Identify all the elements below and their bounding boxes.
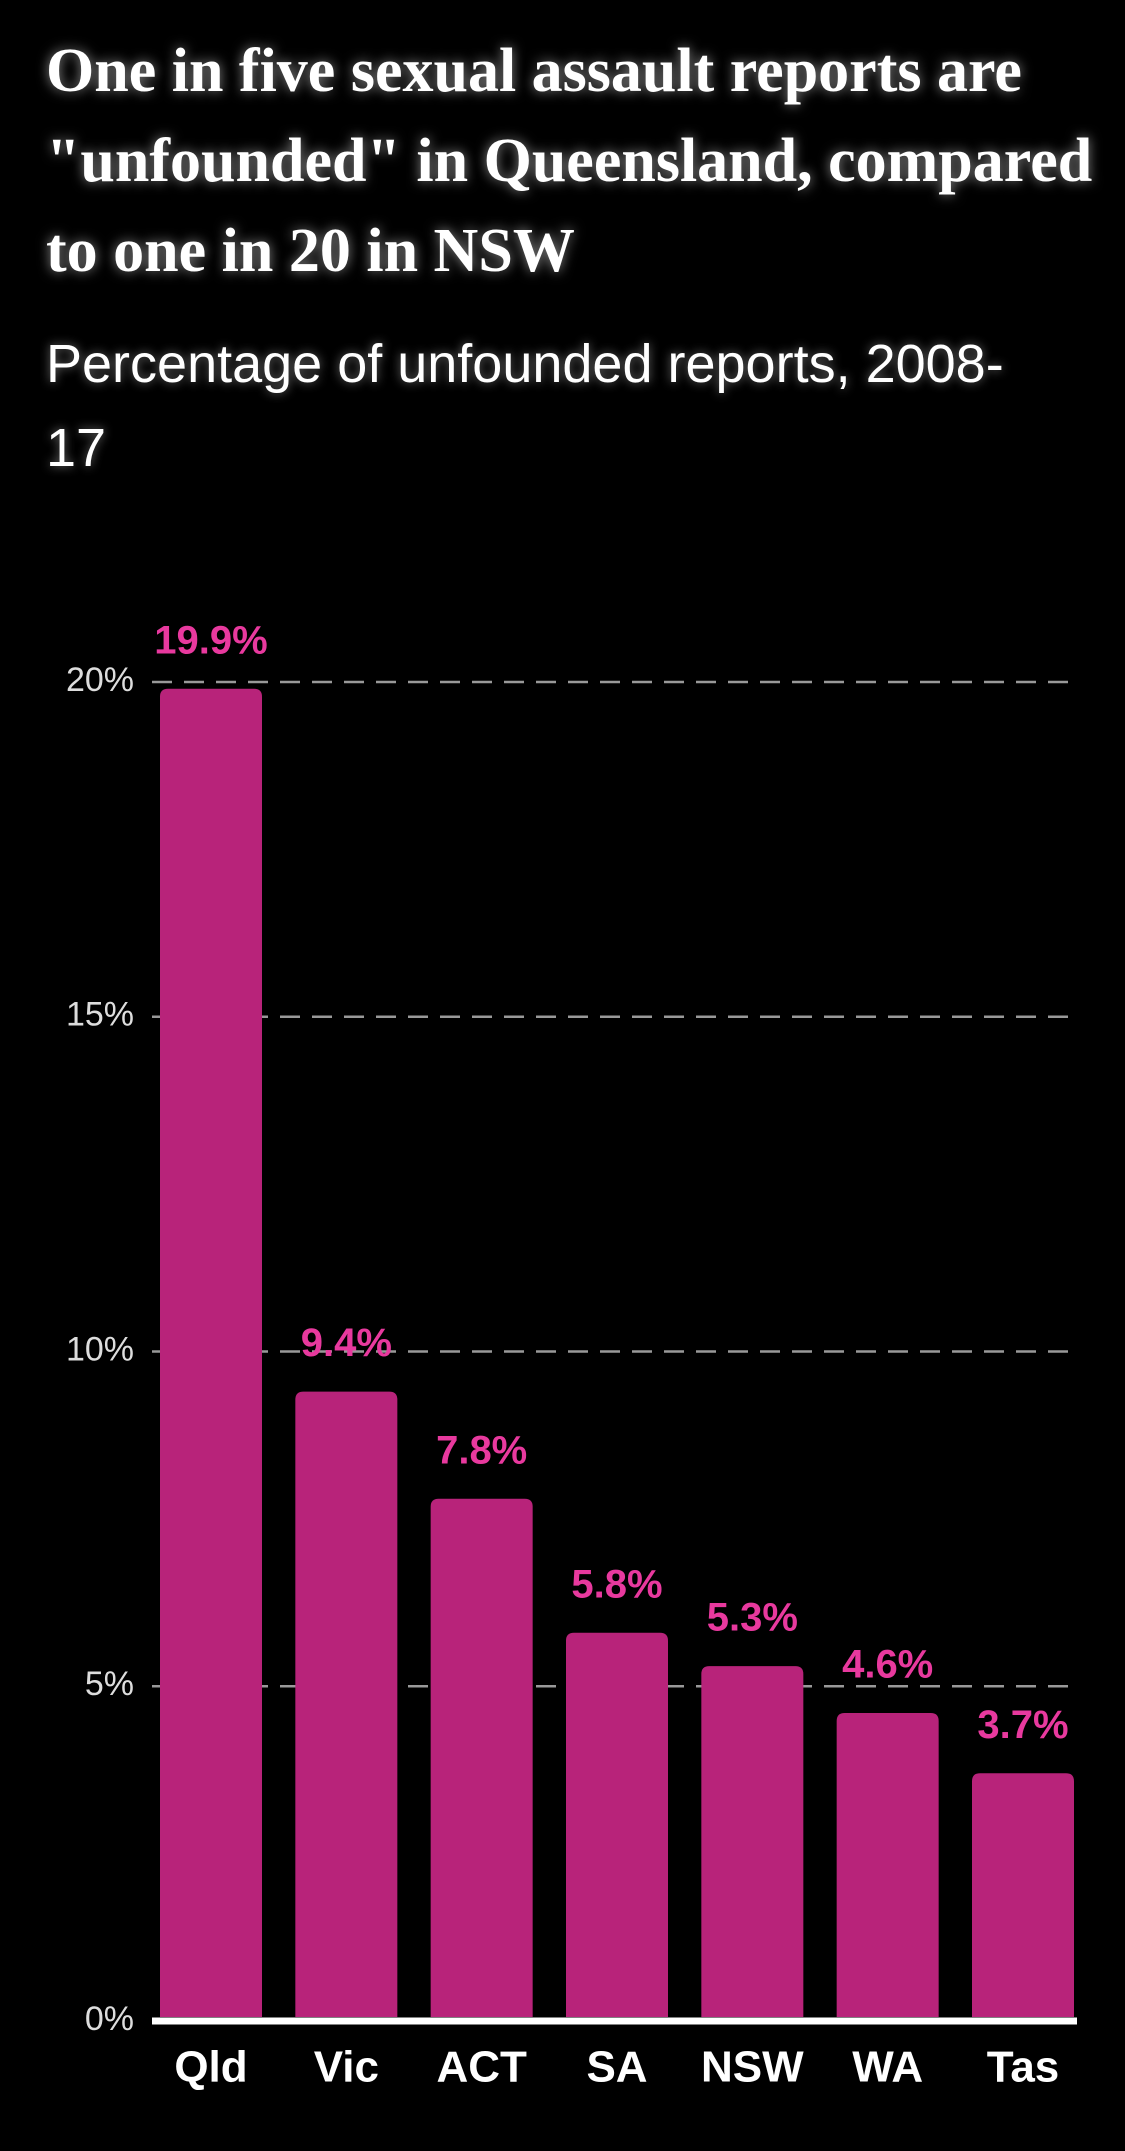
chart-subtitle: Percentage of unfounded reports, 2008-17 <box>46 334 1004 478</box>
x-tick-label: NSW <box>701 2043 804 2092</box>
x-tick-label: Tas <box>987 2043 1060 2092</box>
y-tick-label: 10% <box>66 1330 134 1368</box>
bar <box>160 688 262 2017</box>
data-label: 19.9% <box>154 618 267 662</box>
data-label: 5.8% <box>571 1562 662 1606</box>
data-label: 3.7% <box>977 1703 1068 1747</box>
bar <box>701 1666 804 2017</box>
data-label: 5.3% <box>707 1596 798 1640</box>
x-tick-label: SA <box>586 2043 647 2092</box>
bar <box>566 1632 668 2017</box>
bar <box>972 1773 1074 2017</box>
bar <box>430 1498 533 2017</box>
data-label: 4.6% <box>842 1643 933 1687</box>
y-tick-label: 0% <box>85 2000 134 2038</box>
bar <box>295 1391 398 2017</box>
data-label: 9.4% <box>301 1321 392 1365</box>
data-label: 7.8% <box>436 1428 527 1472</box>
x-tick-label: ACT <box>436 2043 527 2092</box>
chart-title: One in five sexual assault reports are "… <box>46 37 1093 285</box>
x-tick-label: Qld <box>174 2043 247 2092</box>
x-tick-label: Vic <box>314 2043 379 2092</box>
y-tick-label: 20% <box>66 661 134 699</box>
y-tick-label: 15% <box>66 996 134 1034</box>
bar <box>836 1713 939 2017</box>
x-tick-label: WA <box>852 2043 923 2092</box>
y-tick-label: 5% <box>85 1665 134 1703</box>
